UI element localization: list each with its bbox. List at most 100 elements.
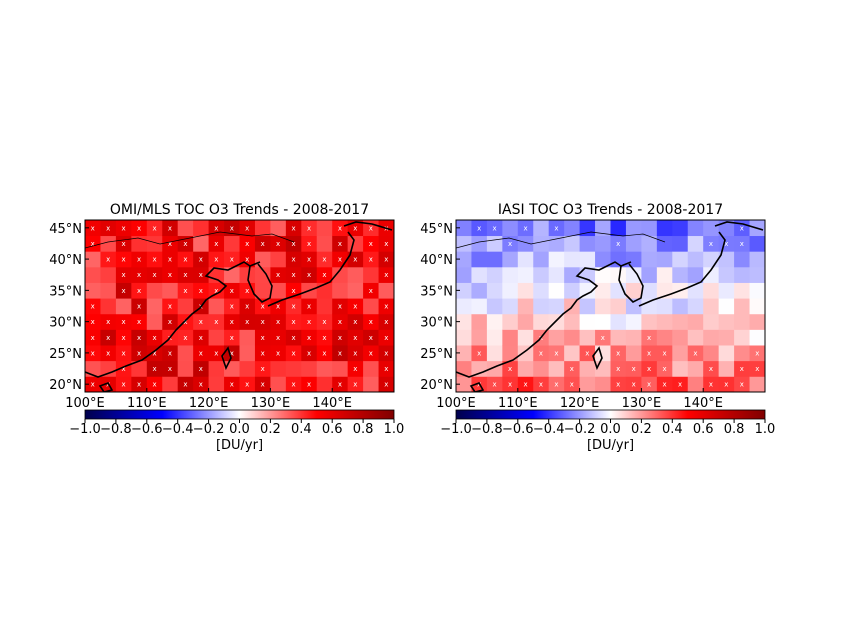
map-cell bbox=[162, 345, 179, 362]
colorbar-ticks: −1.0 −0.8 −0.6 −0.4 −0.2 0.0 0.2 0.4 0.6 0.8 1.0 bbox=[69, 419, 404, 437]
significance-marker: x bbox=[183, 334, 187, 342]
map-cell bbox=[471, 220, 488, 237]
map-cell bbox=[703, 266, 720, 283]
significance-marker: x bbox=[168, 303, 172, 311]
border-line bbox=[456, 231, 666, 249]
map-cell bbox=[734, 251, 750, 268]
map-cell bbox=[115, 345, 132, 362]
map-cell bbox=[146, 282, 163, 299]
significance-marker: x bbox=[137, 287, 141, 295]
significance-marker: x bbox=[152, 349, 156, 357]
map-cell bbox=[100, 266, 117, 283]
map-cell bbox=[378, 360, 394, 377]
map-cell bbox=[625, 376, 642, 392]
map-cell bbox=[208, 360, 225, 377]
significance-marker: x bbox=[338, 349, 342, 357]
significance-marker: x bbox=[338, 224, 342, 232]
y-axis-ticks: 20°N 25°N 30°N 35°N 40°N 45°N bbox=[49, 222, 89, 393]
significance-marker: x bbox=[214, 287, 218, 295]
map-cell bbox=[239, 376, 256, 392]
map-cell bbox=[347, 251, 364, 268]
significance-marker: x bbox=[230, 349, 234, 357]
significance-marker: x bbox=[245, 287, 249, 295]
map-cell bbox=[548, 360, 565, 377]
map-cell bbox=[285, 313, 302, 330]
map-cell bbox=[347, 329, 364, 346]
map-cell bbox=[208, 329, 225, 346]
significance-marker: x bbox=[137, 349, 141, 357]
map-cell bbox=[316, 360, 333, 377]
colorbar-tick-label: 0.8 bbox=[353, 422, 374, 437]
map-cell bbox=[672, 313, 689, 330]
significance-marker: x bbox=[291, 349, 295, 357]
map-cell bbox=[656, 345, 673, 362]
significance-marker: x bbox=[122, 381, 126, 389]
map-cell bbox=[533, 220, 550, 237]
significance-marker: x bbox=[91, 224, 95, 232]
significance-marker: x bbox=[338, 318, 342, 326]
map-cell bbox=[564, 220, 580, 237]
map-cell bbox=[162, 266, 179, 283]
map-cell bbox=[332, 235, 349, 252]
x-tick-label: 120°E bbox=[560, 396, 600, 411]
x-tick-label: 100°E bbox=[436, 396, 476, 411]
map-cell bbox=[224, 235, 240, 252]
significance-marker: x bbox=[106, 334, 110, 342]
map-cell bbox=[115, 282, 132, 299]
significance-marker: x bbox=[152, 224, 156, 232]
map-cell bbox=[533, 235, 550, 252]
significance-marker: x bbox=[276, 318, 280, 326]
map-cell bbox=[316, 235, 333, 252]
map-cell bbox=[224, 251, 240, 268]
significance-marker: x bbox=[353, 318, 357, 326]
map-cell bbox=[625, 266, 642, 283]
map-cell bbox=[100, 235, 117, 252]
map-cell bbox=[131, 360, 148, 377]
map-cell bbox=[456, 251, 472, 268]
significance-marker: x bbox=[152, 365, 156, 373]
significance-marker: x bbox=[307, 381, 311, 389]
colorbar-tick-label: 0.6 bbox=[322, 422, 343, 437]
map-cell bbox=[332, 360, 349, 377]
significance-marker: x bbox=[91, 318, 95, 326]
map-cell bbox=[456, 282, 472, 299]
significance-marker: x bbox=[291, 303, 295, 311]
map-cell bbox=[224, 220, 240, 237]
map-cell bbox=[146, 251, 163, 268]
significance-marker: x bbox=[137, 256, 141, 264]
map-cell bbox=[595, 313, 611, 330]
significance-marker: x bbox=[168, 365, 172, 373]
map-cell bbox=[548, 220, 565, 237]
map-cell bbox=[579, 282, 596, 299]
map-cell bbox=[162, 220, 179, 237]
map-cell bbox=[301, 235, 318, 252]
map-cell bbox=[146, 298, 163, 315]
significance-marker: x bbox=[137, 224, 141, 232]
map-cell bbox=[363, 282, 379, 299]
map-cell bbox=[625, 298, 642, 315]
significance-marker: x bbox=[230, 224, 234, 232]
map-cell bbox=[579, 376, 596, 392]
map-cell bbox=[595, 266, 611, 283]
map-cell bbox=[254, 345, 271, 362]
map-cell bbox=[641, 313, 658, 330]
map-cell bbox=[224, 376, 240, 392]
map-cell bbox=[146, 235, 163, 252]
significance-marker: x bbox=[214, 224, 218, 232]
map-cell bbox=[208, 251, 225, 268]
significance-marker: x bbox=[276, 349, 280, 357]
map-cell bbox=[641, 251, 658, 268]
significance-marker: x bbox=[369, 224, 373, 232]
map-cell bbox=[316, 329, 333, 346]
map-cell bbox=[270, 298, 287, 315]
significance-marker: x bbox=[647, 334, 651, 342]
iasi-trend-map: IASI TOC O3 Trends - 2008-2017 xxxxxxxxx… bbox=[420, 202, 775, 453]
significance-marker: x bbox=[384, 365, 388, 373]
significance-marker: x bbox=[261, 240, 265, 248]
map-cell bbox=[301, 345, 318, 362]
map-cell bbox=[254, 235, 271, 252]
map-cell bbox=[579, 298, 596, 315]
map-cell bbox=[301, 298, 318, 315]
significance-marker: x bbox=[477, 224, 481, 232]
map-cell bbox=[486, 298, 503, 315]
